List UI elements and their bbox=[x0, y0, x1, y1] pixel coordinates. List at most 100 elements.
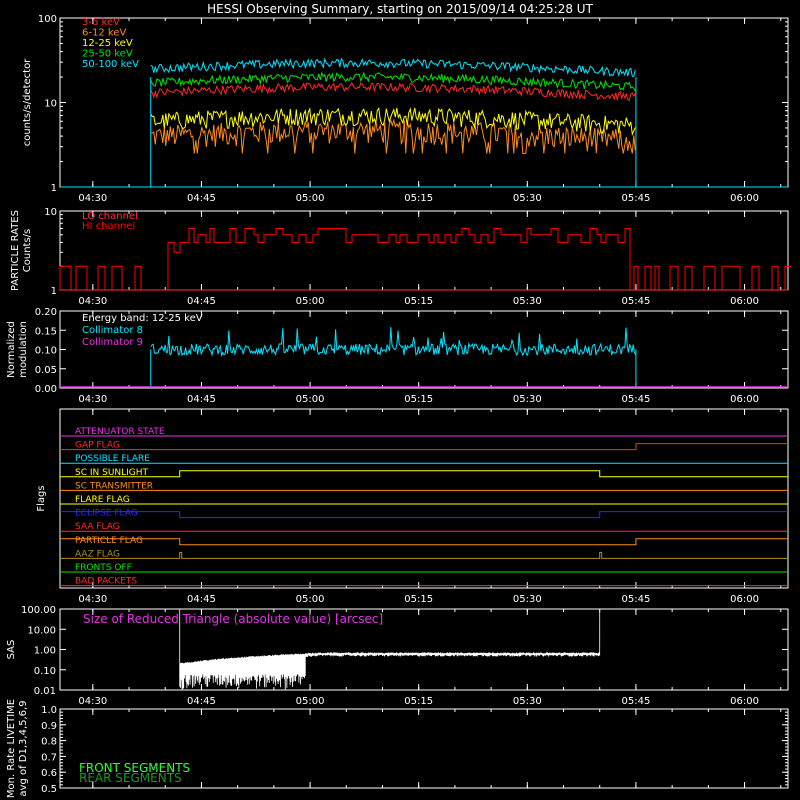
x-tick-label: 06:00 bbox=[730, 193, 759, 204]
flag-label: POSSIBLE FLARE bbox=[75, 454, 150, 464]
y-tick-label: 1.0 bbox=[41, 705, 57, 716]
y-axis-label: Mon. Rate LIVETIME bbox=[6, 699, 17, 798]
x-tick-label: 04:45 bbox=[187, 696, 216, 707]
y-axis-label-secondary: modulation bbox=[18, 321, 29, 378]
x-tick-label: 05:45 bbox=[622, 193, 651, 204]
y-axis-label: PARTICLE RATES bbox=[10, 210, 21, 291]
panel-modulation-axes: 04:30 04:45 05:00 05:15 05:30 05:45 06:00 0.20 0… bbox=[35, 307, 789, 405]
series-3-6-keV-line bbox=[150, 81, 636, 102]
y-tick-label: 10 bbox=[44, 207, 57, 218]
flag-line bbox=[60, 443, 788, 451]
y-axis-label-secondary: Counts/s bbox=[22, 229, 33, 273]
x-tick-label: 05:00 bbox=[296, 594, 325, 605]
flag-line bbox=[60, 470, 788, 478]
flag-label: ATTENUATOR STATE bbox=[75, 427, 165, 437]
x-tick-label: 05:30 bbox=[513, 193, 542, 204]
x-tick-label: 05:30 bbox=[513, 296, 542, 307]
y-tick-label: 0.7 bbox=[41, 752, 57, 763]
legend-entry: 12-25 keV bbox=[82, 38, 133, 49]
x-tick-label: 04:30 bbox=[78, 696, 107, 707]
x-tick-label: 06:00 bbox=[730, 394, 759, 405]
x-tick-label: 04:30 bbox=[78, 193, 107, 204]
y-axis-label: counts/s/detector bbox=[22, 58, 33, 146]
x-tick-label: 04:30 bbox=[78, 296, 107, 307]
flag-line bbox=[60, 551, 788, 559]
legend-entry: 25-50 keV bbox=[82, 49, 133, 60]
flag-label: ECLIPSE FLAG bbox=[75, 509, 138, 519]
y-axis-label-secondary: avg of D1,3,4,5,6,9 bbox=[18, 700, 29, 796]
y-tick-label: 0.9 bbox=[41, 721, 57, 732]
panel-sas-axes: 04:30 04:45 05:00 05:15 05:30 05:45 06:00 100.0… bbox=[21, 605, 789, 707]
y-tick-label: 0.5 bbox=[41, 784, 57, 795]
legend-entry: FRONT SEGMENTS bbox=[79, 761, 190, 775]
legend-entry: 3-6 keV bbox=[82, 17, 120, 28]
x-tick-label: 04:45 bbox=[187, 394, 216, 405]
y-tick-label: 1 bbox=[51, 183, 57, 194]
y-tick-label: 0.10 bbox=[34, 666, 56, 677]
x-tick-label: 05:15 bbox=[404, 296, 433, 307]
x-tick-label: 05:15 bbox=[404, 696, 433, 707]
x-tick-label: 05:15 bbox=[404, 594, 433, 605]
x-tick-label: 05:30 bbox=[513, 696, 542, 707]
series-25-50-keV-line bbox=[150, 71, 636, 92]
x-tick-label: 05:00 bbox=[296, 193, 325, 204]
y-tick-label: 0.05 bbox=[35, 365, 57, 376]
flag-label: SAA FLAG bbox=[75, 522, 120, 532]
flag-label: FLARE FLAG bbox=[75, 495, 130, 505]
energy-band-label: Energy band: 12-25 keV bbox=[82, 313, 203, 324]
x-tick-label: 05:30 bbox=[513, 594, 542, 605]
flag-line bbox=[60, 511, 788, 519]
series-12-25-keV-line bbox=[150, 107, 636, 137]
y-tick-label: 0.15 bbox=[35, 326, 57, 337]
x-tick-label: 05:45 bbox=[622, 696, 651, 707]
flag-label: PARTICLE FLAG bbox=[75, 536, 143, 546]
legend-entry: 50-100 keV bbox=[82, 59, 139, 70]
x-tick-label: 05:15 bbox=[404, 394, 433, 405]
y-tick-label: 0.20 bbox=[35, 307, 57, 318]
sas-label: Size of Reduced Triangle (absolute value… bbox=[83, 612, 383, 626]
legend-entry: Collimator 8 bbox=[82, 325, 143, 336]
y-tick-label: 1 bbox=[51, 286, 57, 297]
y-tick-label: 1.00 bbox=[34, 646, 56, 657]
x-tick-label: 04:45 bbox=[187, 193, 216, 204]
x-tick-label: 05:00 bbox=[296, 296, 325, 307]
x-tick-label: 05:45 bbox=[622, 594, 651, 605]
flag-label: SC IN SUNLIGHT bbox=[75, 468, 149, 478]
y-tick-label: 100.00 bbox=[21, 605, 56, 616]
chart-title: HESSI Observing Summary, starting on 201… bbox=[207, 2, 593, 16]
flag-label: AAZ FLAG bbox=[75, 549, 120, 559]
flag-label: FRONTS OFF bbox=[75, 563, 132, 573]
x-tick-label: 05:15 bbox=[404, 193, 433, 204]
y-axis-label: Normalized bbox=[6, 321, 17, 378]
x-tick-label: 06:00 bbox=[730, 696, 759, 707]
x-tick-label: 04:30 bbox=[78, 394, 107, 405]
sas-triangle-line bbox=[179, 608, 601, 690]
panels-layer: 04:30 04:45 05:00 05:15 05:30 05:45 06:0010010… bbox=[6, 14, 792, 798]
flag-label: BAD PACKETS bbox=[75, 577, 137, 587]
panel-particle-rates-axes: 04:30 04:45 05:00 05:15 05:30 05:45 06:00 10 1 LO… bbox=[44, 207, 792, 307]
x-tick-label: 06:00 bbox=[730, 594, 759, 605]
x-tick-label: 04:45 bbox=[187, 594, 216, 605]
legend-entry: HI channel bbox=[82, 221, 135, 232]
y-tick-label: 0.01 bbox=[34, 686, 56, 697]
legend-entry: LO channel bbox=[82, 211, 138, 222]
y-tick-label: 10.00 bbox=[27, 625, 56, 636]
flag-line bbox=[60, 538, 788, 546]
x-tick-label: 06:00 bbox=[730, 296, 759, 307]
x-tick-label: 05:45 bbox=[622, 394, 651, 405]
y-tick-label: 0.8 bbox=[41, 737, 57, 748]
y-axis-label: SAS bbox=[6, 640, 17, 660]
y-tick-label: 100 bbox=[38, 14, 57, 25]
x-tick-label: 04:45 bbox=[187, 296, 216, 307]
series-50-100-keV-line bbox=[150, 57, 636, 78]
y-tick-label: 0.00 bbox=[35, 384, 57, 395]
y-axis-label: Flags bbox=[36, 485, 47, 511]
y-tick-label: 0.10 bbox=[35, 346, 57, 357]
plot-frame bbox=[59, 408, 789, 589]
x-tick-label: 04:30 bbox=[78, 594, 107, 605]
y-tick-label: 0.6 bbox=[41, 768, 57, 779]
